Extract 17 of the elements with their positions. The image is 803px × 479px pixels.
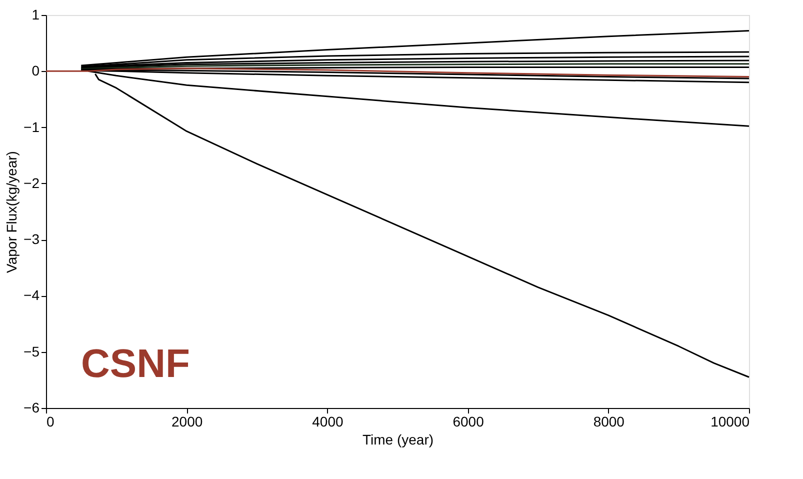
annotation: CSNF (81, 342, 190, 386)
y-tick-label: −1 (24, 118, 40, 135)
y-tick-label: −4 (24, 287, 40, 304)
y-tick-label: 0 (32, 62, 40, 79)
y-tick-label: −5 (24, 343, 40, 360)
x-tick-label: 6000 (452, 414, 484, 430)
x-tick-label: 0 (46, 414, 54, 430)
x-tick-label: 8000 (593, 414, 625, 430)
x-axis-title: Time (year) (362, 432, 434, 448)
y-tick-label: −2 (24, 174, 40, 191)
x-tick-label: 10000 (710, 414, 750, 430)
x-tick-label: 2000 (172, 414, 203, 430)
y-tick-label: −6 (24, 400, 40, 416)
y-axis-title: Vapor Flux(kg/year) (4, 151, 20, 273)
y-tick-label: −3 (24, 231, 40, 248)
x-tick-label: 4000 (312, 414, 344, 430)
y-tick-label: 1 (32, 6, 40, 22)
